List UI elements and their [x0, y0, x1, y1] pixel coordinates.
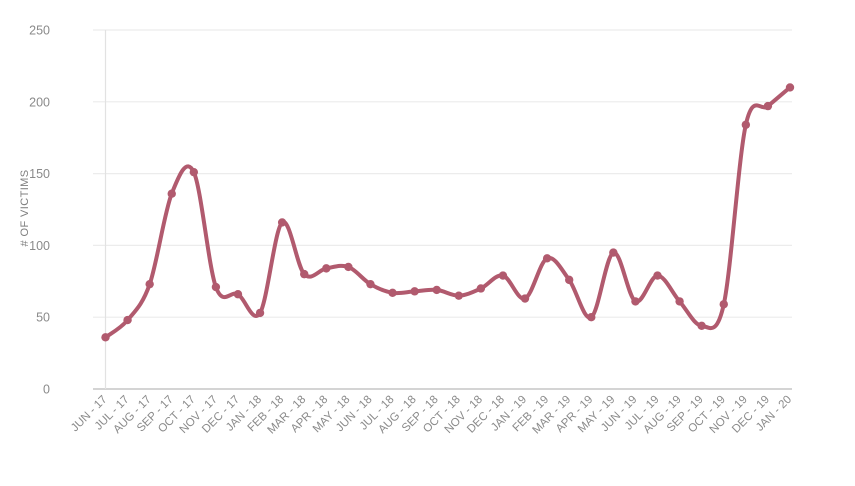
- data-point-marker: [123, 315, 132, 325]
- data-point-marker: [697, 321, 706, 331]
- data-point-marker: [344, 262, 353, 272]
- data-point-marker: [388, 288, 397, 297]
- data-point-marker: [300, 269, 309, 279]
- data-point-marker: [741, 120, 751, 129]
- data-point-marker: [498, 271, 508, 280]
- data-point-marker: [454, 291, 463, 300]
- data-point-marker: [167, 189, 176, 198]
- data-point-marker: [675, 297, 684, 306]
- series-line: [103, 85, 792, 340]
- data-point-marker: [101, 333, 110, 342]
- data-point-marker: [476, 284, 486, 293]
- data-point-marker: [631, 297, 640, 306]
- data-point-marker: [719, 300, 728, 309]
- y-tick-label: 0: [43, 383, 50, 397]
- data-point-marker: [564, 275, 574, 285]
- data-point-marker: [653, 271, 662, 280]
- y-tick-label: 250: [29, 24, 50, 38]
- data-point-marker: [542, 254, 552, 263]
- y-tick-label: 200: [29, 95, 50, 109]
- y-tick-label: 50: [36, 311, 50, 325]
- data-point-marker: [432, 285, 441, 295]
- data-point-marker: [609, 248, 618, 257]
- data-point-marker: [189, 167, 199, 177]
- data-point-marker: [145, 279, 154, 289]
- data-point-marker: [277, 218, 287, 227]
- data-point-marker: [763, 101, 773, 111]
- data-point-marker: [255, 308, 265, 318]
- y-tick-label: 100: [29, 239, 50, 253]
- data-point-marker: [785, 83, 795, 92]
- data-point-marker: [233, 290, 243, 299]
- data-point-marker: [587, 313, 596, 322]
- data-point-marker: [211, 282, 221, 292]
- data-point-marker: [366, 279, 375, 289]
- data-point-marker: [520, 294, 530, 303]
- data-point-marker: [322, 264, 331, 273]
- y-tick-label: 150: [29, 167, 50, 181]
- data-point-marker: [410, 287, 419, 296]
